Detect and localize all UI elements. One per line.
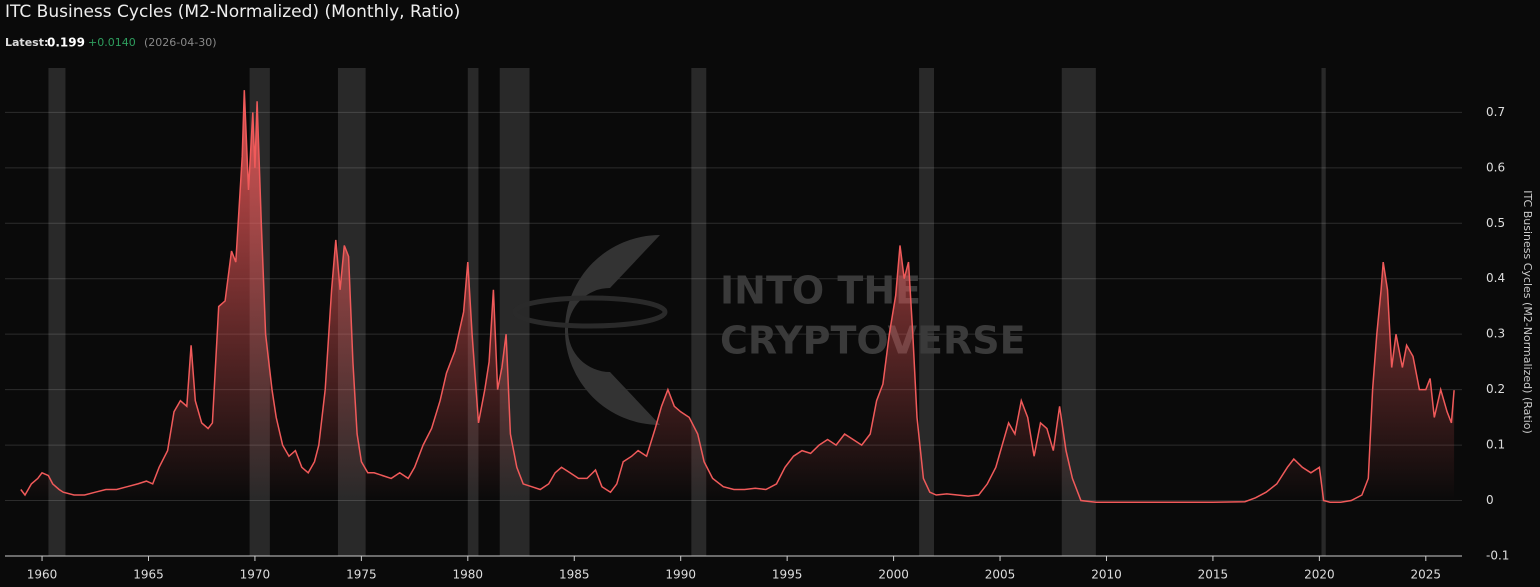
- x-tick-label: 2015: [1198, 568, 1229, 582]
- plot: [20, 90, 1455, 503]
- watermark-text: CRYPTOVERSE: [720, 319, 1026, 363]
- logo: [564, 234, 660, 425]
- x-tick-label: 1970: [240, 568, 271, 582]
- watermark: INTO THE CRYPTOVERSE: [512, 234, 1026, 425]
- x-tick-label: 1980: [453, 568, 484, 582]
- x-tick-label: 1990: [665, 568, 696, 582]
- logo-ring: [512, 295, 668, 329]
- recession-band: [48, 68, 66, 556]
- x-tick-label: 2000: [878, 568, 909, 582]
- line: [20, 90, 1455, 503]
- recession-band: [467, 68, 479, 556]
- latest-label: Latest:: [5, 36, 48, 49]
- x-tick-label: 1965: [133, 568, 164, 582]
- x-tick-label: 1975: [346, 568, 377, 582]
- x-tick-label: 1985: [559, 568, 590, 582]
- area: [20, 90, 1455, 503]
- chart-title: ITC Business Cycles (M2-Normalized) (Mon…: [5, 2, 460, 22]
- x-tick-label: 2010: [1091, 568, 1122, 582]
- y-tick-label: 0: [1486, 493, 1494, 507]
- y-tick-label: 0.4: [1486, 271, 1505, 285]
- latest-change: +0.0140: [88, 36, 136, 49]
- y-tick-label: 0.5: [1486, 216, 1505, 230]
- y-tick-label: -0.1: [1486, 549, 1509, 563]
- x-tick-label: 1960: [27, 568, 58, 582]
- y-tick-label: 0.2: [1486, 382, 1505, 396]
- x-tick-label: 1995: [772, 568, 803, 582]
- watermark-text: INTO THE: [720, 269, 921, 313]
- y-tick-label: 0.3: [1486, 327, 1505, 341]
- y-tick-label: 0.1: [1486, 438, 1505, 452]
- x-tick-label: 2020: [1304, 568, 1335, 582]
- recession-band: [919, 68, 935, 556]
- y-tick-label: 0.6: [1486, 160, 1505, 174]
- y-tick-label: 0.7: [1486, 105, 1505, 119]
- x-tick-label: 2005: [985, 568, 1016, 582]
- latest-value: 0.199: [47, 36, 85, 50]
- latest-date: (2026-04-30): [144, 36, 217, 49]
- x-tick-label: 2025: [1411, 568, 1442, 582]
- y-axis-title: ITC Business Cycles (M2-Normalized) (Rat…: [1521, 190, 1534, 434]
- recession-band: [1321, 68, 1326, 556]
